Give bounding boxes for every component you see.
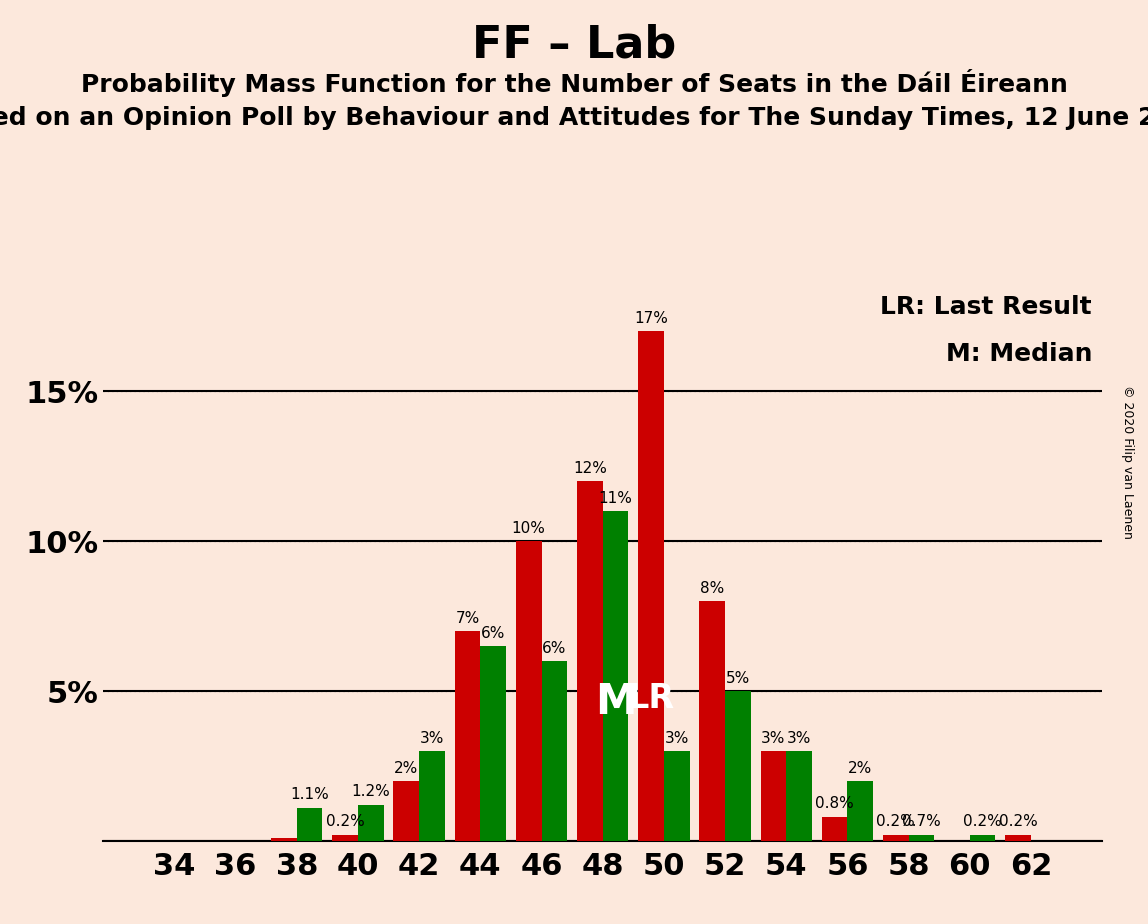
Text: 2%: 2% (848, 760, 872, 775)
Text: LR: LR (628, 682, 675, 714)
Bar (358, 805, 383, 841)
Text: 11%: 11% (598, 491, 633, 505)
Text: 6%: 6% (542, 640, 567, 656)
Text: 3%: 3% (420, 731, 444, 746)
Text: 8%: 8% (700, 580, 724, 596)
Bar (638, 332, 664, 841)
Text: Based on an Opinion Poll by Behaviour and Attitudes for The Sunday Times, 12 Jun: Based on an Opinion Poll by Behaviour an… (0, 106, 1148, 130)
Text: 17%: 17% (634, 311, 668, 326)
Text: 0.7%: 0.7% (902, 814, 941, 830)
Bar (271, 838, 297, 841)
Text: 0.2%: 0.2% (963, 814, 1002, 830)
Text: 10%: 10% (512, 521, 545, 536)
Text: 0.8%: 0.8% (815, 796, 854, 811)
Bar (515, 541, 542, 841)
Bar (1006, 835, 1031, 841)
Bar (577, 481, 603, 841)
Text: 1.2%: 1.2% (351, 784, 390, 799)
Bar (603, 511, 628, 841)
Text: FF – Lab: FF – Lab (472, 23, 676, 67)
Bar (726, 691, 751, 841)
Bar (883, 835, 908, 841)
Text: M: Median: M: Median (946, 342, 1092, 366)
Bar (664, 751, 690, 841)
Text: 2%: 2% (394, 760, 418, 775)
Text: 12%: 12% (573, 461, 607, 476)
Text: Probability Mass Function for the Number of Seats in the Dáil Éireann: Probability Mass Function for the Number… (80, 69, 1068, 97)
Text: 3%: 3% (786, 731, 812, 746)
Bar (786, 751, 812, 841)
Bar (480, 646, 506, 841)
Bar (455, 631, 480, 841)
Bar (970, 835, 995, 841)
Bar (822, 817, 847, 841)
Text: 3%: 3% (761, 731, 785, 746)
Bar (419, 751, 444, 841)
Text: 0.2%: 0.2% (326, 814, 365, 830)
Text: 1.1%: 1.1% (290, 787, 329, 802)
Text: © 2020 Filip van Laenen: © 2020 Filip van Laenen (1120, 385, 1134, 539)
Text: 0.2%: 0.2% (876, 814, 915, 830)
Bar (542, 661, 567, 841)
Text: LR: Last Result: LR: Last Result (881, 295, 1092, 319)
Bar (847, 781, 874, 841)
Text: 0.2%: 0.2% (999, 814, 1038, 830)
Bar (394, 781, 419, 841)
Text: 3%: 3% (665, 731, 689, 746)
Bar (699, 602, 726, 841)
Text: 6%: 6% (481, 626, 505, 640)
Text: 7%: 7% (456, 611, 480, 626)
Bar (332, 835, 358, 841)
Text: 5%: 5% (726, 671, 750, 686)
Bar (908, 835, 934, 841)
Bar (297, 808, 323, 841)
Text: M: M (595, 681, 636, 723)
Bar (761, 751, 786, 841)
